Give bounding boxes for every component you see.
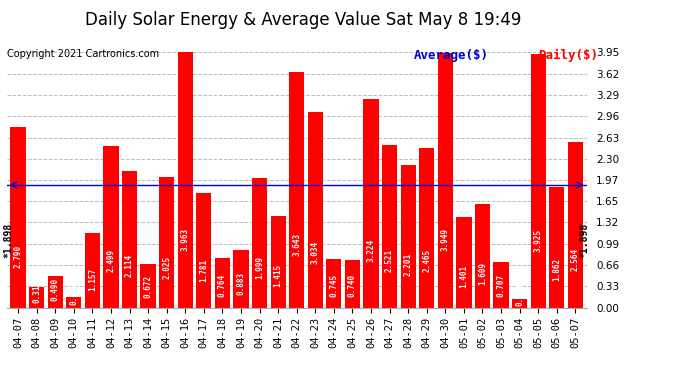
Bar	[437, 53, 453, 308]
Text: 0.745: 0.745	[329, 274, 338, 297]
Bar	[177, 52, 193, 308]
Text: 2.564: 2.564	[571, 248, 580, 271]
Text: 3.925: 3.925	[533, 229, 543, 252]
Text: *1.898: *1.898	[580, 222, 590, 258]
Bar	[233, 251, 248, 308]
Text: 0.672: 0.672	[144, 275, 152, 298]
Text: 3.034: 3.034	[310, 241, 319, 264]
Bar	[493, 262, 509, 308]
Text: Copyright 2021 Cartronics.com: Copyright 2021 Cartronics.com	[7, 49, 159, 59]
Bar	[289, 72, 304, 308]
Text: 0.129: 0.129	[515, 282, 524, 306]
Text: 0.316: 0.316	[32, 280, 41, 303]
Bar	[29, 287, 44, 308]
Text: 3.224: 3.224	[366, 238, 375, 262]
Text: 1.401: 1.401	[460, 264, 469, 288]
Bar	[122, 171, 137, 308]
Text: 0.157: 0.157	[69, 282, 78, 305]
Bar	[215, 258, 230, 308]
Bar	[308, 112, 323, 308]
Text: 0.707: 0.707	[497, 274, 506, 297]
Bar	[66, 297, 81, 307]
Text: 1.781: 1.781	[199, 259, 208, 282]
Text: 1.415: 1.415	[274, 264, 283, 287]
Text: 2.521: 2.521	[385, 249, 394, 272]
Bar	[104, 146, 119, 308]
Bar	[549, 187, 564, 308]
Text: 2.499: 2.499	[106, 249, 115, 272]
Bar	[252, 178, 267, 308]
Text: 1.609: 1.609	[478, 261, 487, 285]
Text: Daily Solar Energy & Average Value Sat May 8 19:49: Daily Solar Energy & Average Value Sat M…	[86, 11, 522, 29]
Bar	[364, 99, 379, 308]
Text: 1.862: 1.862	[552, 258, 561, 281]
Text: Average($): Average($)	[414, 49, 489, 62]
Text: 0.490: 0.490	[50, 278, 60, 300]
Bar	[196, 192, 211, 308]
Text: 2.114: 2.114	[125, 254, 134, 278]
Text: 0.740: 0.740	[348, 274, 357, 297]
Bar	[159, 177, 175, 308]
Bar	[10, 128, 26, 308]
Text: 0.883: 0.883	[237, 272, 246, 295]
Bar	[326, 260, 342, 308]
Bar	[400, 165, 416, 308]
Bar	[48, 276, 63, 308]
Bar	[531, 54, 546, 307]
Text: 3.949: 3.949	[441, 228, 450, 251]
Bar	[475, 204, 490, 308]
Text: 2.465: 2.465	[422, 249, 431, 273]
Bar	[512, 299, 527, 307]
Text: 3.963: 3.963	[181, 228, 190, 251]
Text: 0.764: 0.764	[218, 273, 227, 297]
Bar	[141, 264, 156, 308]
Text: 2.025: 2.025	[162, 256, 171, 279]
Bar	[456, 217, 471, 308]
Bar	[85, 233, 100, 308]
Text: Daily($): Daily($)	[538, 49, 598, 62]
Text: 1.999: 1.999	[255, 256, 264, 279]
Text: 2.201: 2.201	[404, 253, 413, 276]
Text: *1.898: *1.898	[3, 222, 14, 258]
Bar	[419, 148, 435, 308]
Text: 1.157: 1.157	[88, 268, 97, 291]
Text: 2.790: 2.790	[14, 245, 23, 268]
Bar	[382, 145, 397, 308]
Bar	[568, 142, 583, 308]
Bar	[270, 216, 286, 308]
Text: 3.643: 3.643	[292, 232, 302, 256]
Bar	[345, 260, 360, 308]
